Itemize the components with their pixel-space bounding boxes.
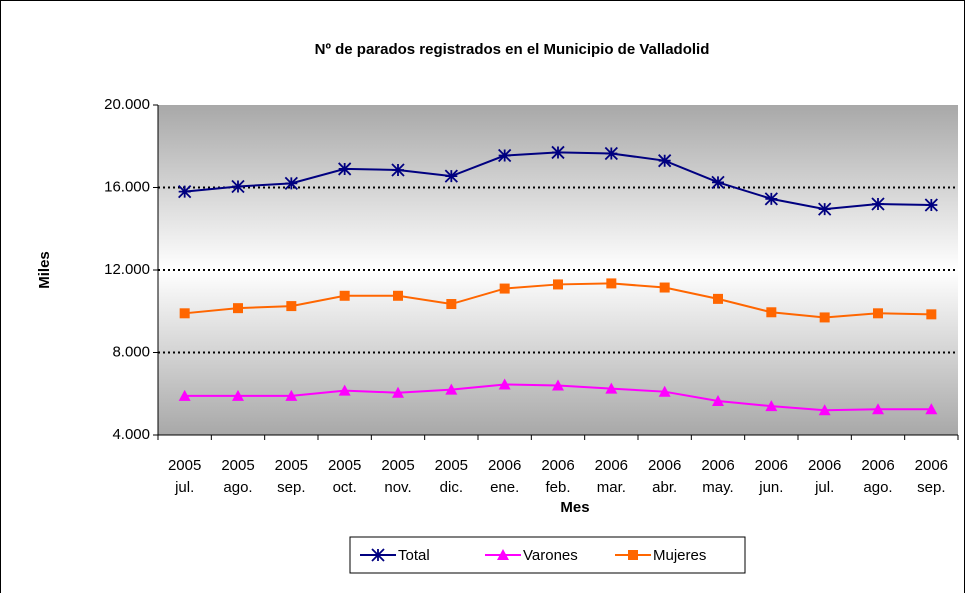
- x-tick-label: 2006: [488, 457, 521, 474]
- x-tick-label: 2005: [435, 457, 468, 474]
- y-tick-label: 8.000: [112, 343, 150, 360]
- x-tick-label: may.: [702, 479, 733, 496]
- data-point: [498, 148, 512, 163]
- data-point: [765, 400, 778, 412]
- x-tick-label: abr.: [652, 479, 677, 496]
- y-tick-label: 16.000: [104, 178, 150, 195]
- legend-marker: [371, 548, 385, 562]
- data-point: [392, 386, 404, 398]
- data-point: [658, 154, 672, 168]
- data-point: [233, 303, 243, 314]
- x-tick-label: 2005: [328, 457, 361, 474]
- data-point: [551, 145, 565, 160]
- x-tick-label: ago.: [223, 479, 252, 496]
- chart-title: Nº de parados registrados en el Municipi…: [315, 41, 710, 58]
- x-tick-label: ago.: [863, 479, 892, 496]
- x-tick-label: jul.: [174, 479, 194, 496]
- data-point: [872, 403, 884, 415]
- data-point: [713, 293, 723, 304]
- y-axis-label: Miles: [36, 251, 53, 289]
- data-point: [873, 308, 883, 319]
- data-point: [926, 309, 937, 320]
- data-point: [552, 379, 564, 391]
- legend-marker: [628, 550, 638, 560]
- data-point: [766, 307, 777, 318]
- data-point: [286, 301, 297, 312]
- x-tick-label: dic.: [440, 479, 463, 496]
- data-point: [393, 290, 403, 301]
- data-point: [179, 308, 190, 319]
- data-point: [446, 299, 457, 310]
- y-tick-label: 12.000: [104, 261, 150, 278]
- y-tick-label: 4.000: [112, 426, 150, 443]
- x-tick-label: 2006: [915, 457, 948, 474]
- data-point: [712, 394, 724, 406]
- legend-label: Mujeres: [653, 547, 706, 564]
- data-point: [764, 192, 778, 206]
- data-point: [178, 389, 191, 401]
- data-point: [284, 176, 298, 191]
- data-point: [178, 184, 192, 199]
- data-point: [659, 282, 670, 293]
- y-tick-label: 20.000: [104, 96, 150, 113]
- x-tick-label: 2006: [808, 457, 841, 474]
- x-axis-label: Mes: [560, 499, 589, 516]
- x-tick-label: sep.: [277, 479, 305, 496]
- data-point: [606, 278, 617, 289]
- x-tick-label: 2006: [861, 457, 894, 474]
- data-point: [445, 383, 458, 395]
- data-point: [232, 389, 244, 401]
- data-point: [338, 162, 352, 176]
- data-point: [498, 378, 511, 390]
- data-point: [711, 175, 725, 189]
- data-point: [499, 283, 510, 294]
- x-tick-label: 2006: [648, 457, 681, 474]
- data-point: [444, 169, 458, 183]
- x-tick-label: 2005: [221, 457, 254, 474]
- x-tick-label: jul.: [814, 479, 834, 496]
- data-point: [925, 403, 938, 415]
- data-point: [818, 404, 831, 416]
- x-tick-label: ene.: [490, 479, 519, 496]
- legend: [349, 536, 746, 574]
- data-point: [553, 279, 563, 290]
- x-tick-label: feb.: [545, 479, 570, 496]
- x-tick-label: nov.: [384, 479, 411, 496]
- x-tick-label: 2006: [595, 457, 628, 474]
- x-tick-label: 2005: [275, 457, 308, 474]
- data-point: [818, 202, 832, 216]
- x-tick-label: 2005: [168, 457, 201, 474]
- legend-marker: [497, 549, 509, 560]
- data-point: [871, 197, 885, 211]
- data-point: [604, 146, 618, 161]
- data-point: [819, 312, 830, 323]
- data-point: [231, 179, 245, 194]
- data-point: [339, 290, 350, 301]
- x-tick-label: mar.: [597, 479, 626, 496]
- data-point: [285, 389, 298, 401]
- x-tick-label: 2006: [541, 457, 574, 474]
- data-point: [338, 384, 351, 396]
- x-tick-label: oct.: [333, 479, 357, 496]
- data-point: [924, 198, 938, 212]
- legend-label: Total: [398, 547, 430, 564]
- x-tick-label: sep.: [917, 479, 945, 496]
- legend-label: Varones: [523, 547, 578, 564]
- x-tick-label: jun.: [758, 479, 783, 496]
- data-point: [391, 163, 405, 177]
- data-point: [658, 385, 671, 397]
- data-point: [605, 382, 618, 394]
- x-tick-label: 2006: [701, 457, 734, 474]
- x-tick-label: 2005: [381, 457, 414, 474]
- x-tick-label: 2006: [755, 457, 788, 474]
